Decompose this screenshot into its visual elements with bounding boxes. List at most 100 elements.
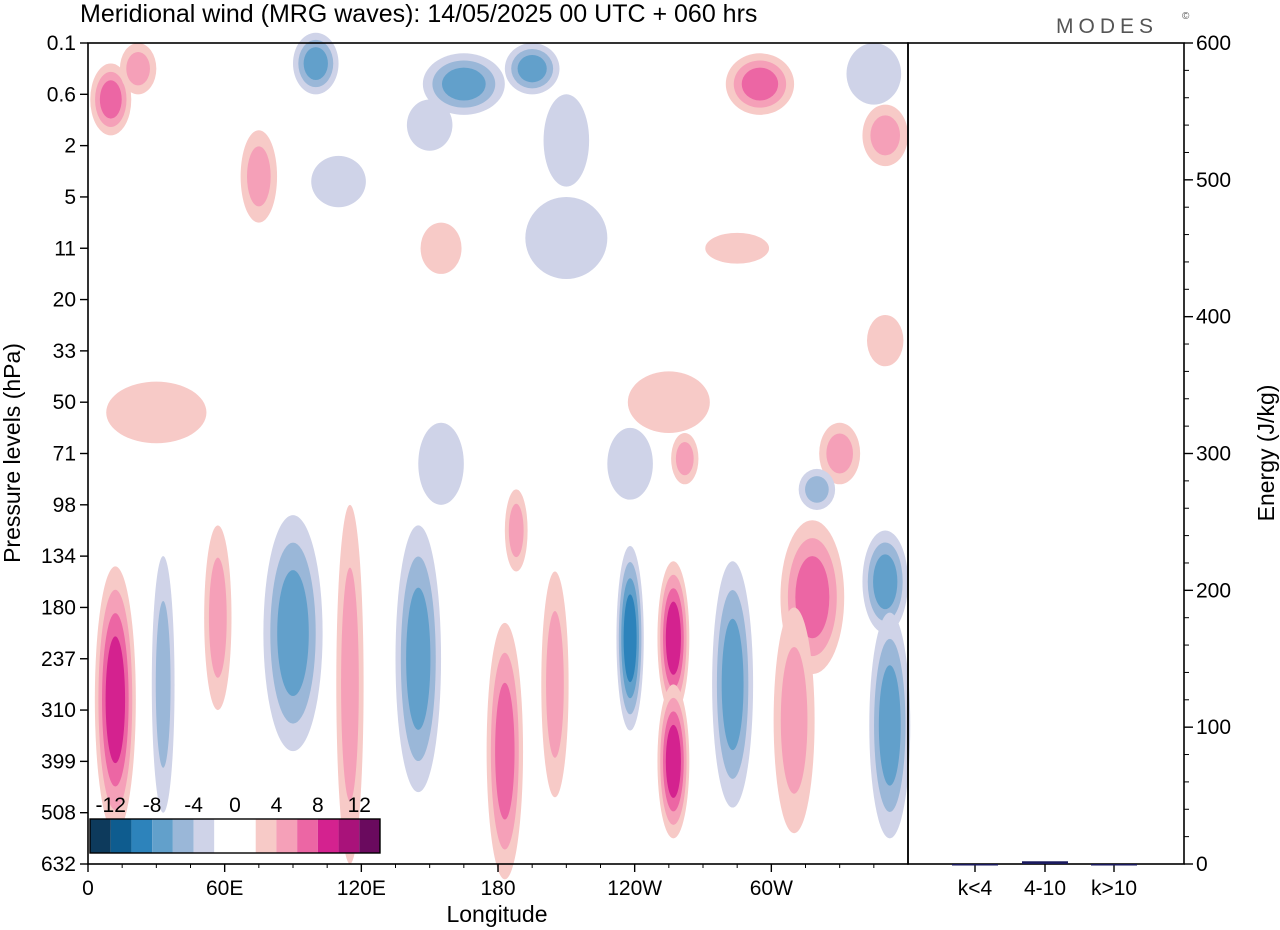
energy-cat-label: 4-10 — [1024, 877, 1066, 900]
energy-bar — [1022, 861, 1068, 864]
energy-cat-label: k>10 — [1091, 877, 1137, 900]
x-tick-label: 60W — [750, 877, 793, 900]
energy-tick-label: 600 — [1196, 32, 1231, 55]
contour-blob-5-ring-0 — [406, 99, 453, 151]
contour-blob-37-ring-1 — [780, 646, 808, 794]
contour-blob-19-ring-1 — [826, 433, 853, 474]
colorbar: -12 -8 -4 0 4 8 12 — [89, 794, 381, 854]
contour-blob-20-ring-1 — [805, 476, 829, 503]
contour-blob-18-ring-1 — [675, 441, 694, 476]
y-tick-label: 5 — [64, 186, 76, 209]
colorbar-swatch — [214, 819, 235, 853]
colorbar-swatch — [276, 819, 298, 853]
y-tick-label: 399 — [41, 750, 76, 773]
contour-blob-33-ring-3 — [665, 601, 681, 675]
colorbar-swatch — [193, 819, 215, 853]
x-tick-label: 60E — [206, 877, 243, 900]
contour-blob-29-ring-2 — [406, 587, 431, 730]
y-axis-label: Pressure levels (hPa) — [0, 343, 25, 563]
energy-frame — [907, 42, 1185, 865]
energy-tick-label: 0 — [1196, 853, 1208, 876]
x-tick-label: 120E — [337, 877, 386, 900]
contour-blob-35-ring-2 — [721, 618, 744, 751]
contour-blob-38-ring-2 — [873, 554, 898, 610]
energy-bar — [1091, 864, 1137, 866]
contour-blob-22-ring-0 — [607, 427, 653, 500]
y-tick-label: 0.1 — [47, 32, 76, 55]
x-axis: 0 60E 120E 180 120W 60W — [82, 864, 875, 900]
y-tick-label: 180 — [41, 596, 76, 619]
energy-tick-label: 100 — [1196, 716, 1231, 739]
colorbar-swatch — [110, 819, 132, 853]
colorbar-label: 12 — [348, 794, 371, 817]
colorbar-swatch — [90, 819, 111, 853]
y-tick-label: 508 — [41, 802, 76, 825]
contour-blob-4-ring-2 — [517, 54, 547, 83]
contour-blob-30-ring-2 — [495, 682, 515, 820]
energy-tick-label: 500 — [1196, 169, 1231, 192]
colorbar-swatch — [338, 819, 360, 853]
y-tick-label: 71 — [53, 443, 76, 466]
modes-logo: MODES © — [1056, 11, 1190, 38]
y-tick-label: 134 — [41, 545, 76, 568]
contour-blob-6-ring-0 — [543, 94, 590, 187]
colorbar-swatch — [152, 819, 173, 853]
contour-field — [90, 32, 911, 880]
brand-mark: © — [1182, 11, 1190, 22]
colorbar-swatch — [172, 819, 194, 853]
y-tick-label: 632 — [41, 853, 76, 876]
contour-blob-23-ring-1 — [508, 503, 524, 558]
colorbar-swatch — [235, 819, 256, 853]
contour-blob-24-ring-3 — [105, 636, 126, 764]
colorbar-swatch — [297, 819, 318, 853]
contour-blob-7-ring-2 — [741, 67, 779, 101]
energy-tick-label: 300 — [1196, 443, 1231, 466]
contour-blob-1-ring-1 — [126, 51, 150, 86]
energy-axis-label: Energy (J/kg) — [1253, 385, 1279, 522]
contour-blob-14-ring-0 — [705, 232, 770, 264]
colorbar-swatch — [359, 819, 380, 853]
y-tick-label: 237 — [41, 648, 76, 671]
contour-blob-15-ring-0 — [867, 314, 904, 367]
contour-blob-9-ring-1 — [870, 115, 901, 156]
colorbar-label: 4 — [271, 794, 283, 817]
chart-title: Meridional wind (MRG waves): 14/05/2025 … — [80, 0, 757, 28]
energy-cat-label: k<4 — [958, 877, 993, 900]
y-tick-label: 0.6 — [47, 83, 76, 106]
y-tick-label: 20 — [53, 289, 76, 312]
colorbar-frame — [89, 818, 381, 854]
contour-blob-2-ring-2 — [303, 47, 328, 80]
colorbar-label: -8 — [143, 794, 162, 817]
colorbar-label: -12 — [96, 794, 126, 817]
x-tick-label: 180 — [480, 877, 515, 900]
colorbar-swatch — [255, 819, 277, 853]
energy-tick-label: 400 — [1196, 306, 1231, 329]
contour-blob-0-ring-2 — [99, 80, 122, 119]
contour-blob-34-ring-3 — [665, 724, 681, 798]
energy-axis: 0 100 200 300 400 500 600 — [1184, 32, 1231, 876]
y-tick-label: 11 — [54, 237, 76, 260]
energy-bars: k<4 4-10 k>10 — [952, 861, 1137, 900]
contour-blob-31-ring-1 — [546, 611, 564, 758]
colorbar-swatch — [317, 819, 339, 853]
contour-blob-10-ring-1 — [246, 146, 271, 207]
contour-blob-12-ring-0 — [525, 196, 608, 280]
contour-blob-8-ring-0 — [846, 43, 902, 105]
colorbar-label: 0 — [229, 794, 241, 817]
contour-blob-26-ring-1 — [208, 557, 227, 678]
contour-blob-28-ring-1 — [341, 567, 359, 802]
colorbar-label: -4 — [184, 794, 203, 817]
y-axis: 0.1 0.6 2 5 11 20 33 50 71 98 134 180 237 310 399 508 63… — [41, 32, 88, 876]
contour-blob-39-ring-2 — [878, 665, 901, 786]
energy-bar — [952, 864, 998, 866]
contour-blob-32-ring-3 — [623, 594, 637, 683]
contour-blob-11-ring-0 — [311, 155, 366, 208]
contour-blob-17-ring-0 — [106, 381, 207, 444]
y-tick-label: 98 — [53, 494, 76, 517]
contour-blob-13-ring-0 — [420, 222, 462, 274]
y-tick-label: 2 — [64, 135, 76, 158]
colorbar-swatch — [131, 819, 153, 853]
contour-blob-25-ring-1 — [155, 601, 171, 768]
energy-tick-label: 200 — [1196, 579, 1231, 602]
